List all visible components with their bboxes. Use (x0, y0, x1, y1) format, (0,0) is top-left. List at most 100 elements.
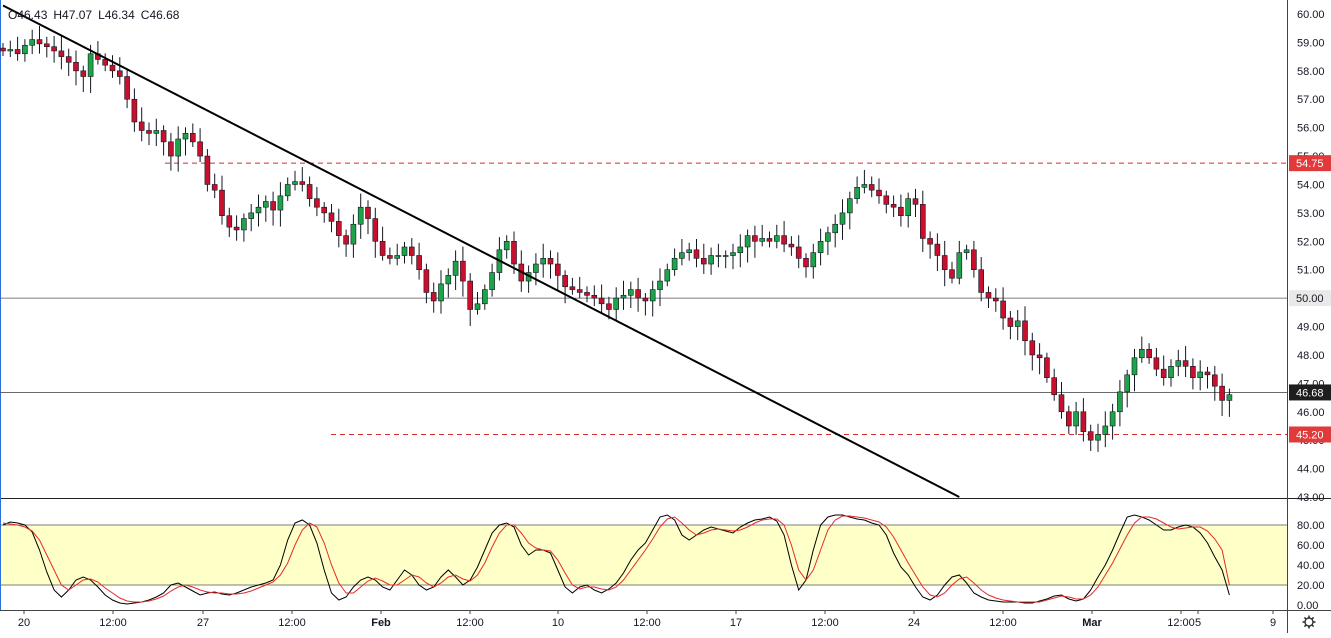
candle-body (657, 280, 663, 290)
candle-body (744, 235, 751, 248)
settings-gear-icon-tooth (1311, 616, 1315, 620)
price-tick-label: 58.00 (1297, 66, 1325, 78)
candle (649, 280, 656, 317)
price-label-text: 50.00 (1296, 293, 1324, 305)
candle-body (554, 263, 561, 276)
candle-body (985, 292, 992, 299)
time-tick-label: 17 (730, 617, 742, 629)
candle-body (730, 252, 736, 256)
candle (146, 122, 152, 146)
candle-body (1168, 366, 1174, 378)
price-tick-label: 46.00 (1297, 407, 1325, 419)
candle-body (445, 275, 452, 285)
candle (350, 214, 357, 258)
candle (1197, 360, 1203, 391)
candle (963, 244, 970, 260)
candle-body (781, 235, 787, 245)
candle-body (810, 252, 817, 268)
candle (613, 287, 620, 321)
candle-body (671, 258, 678, 271)
candle (554, 252, 561, 291)
candle (1139, 336, 1145, 363)
time-tick-label: 5 (1195, 617, 1201, 629)
candle-body (664, 269, 671, 282)
candle-body (613, 297, 620, 310)
candle-body (1109, 411, 1116, 427)
candle-body (591, 294, 598, 299)
candle (80, 65, 87, 93)
candle-body (912, 198, 919, 205)
candle-body (372, 218, 379, 242)
candle (1044, 352, 1050, 383)
time-tick-label: Feb (371, 617, 391, 629)
candle (1212, 365, 1218, 401)
candle-body (160, 130, 167, 143)
candle-body (956, 252, 963, 279)
candle (248, 203, 254, 232)
candle-body (1204, 371, 1211, 376)
candle (58, 36, 65, 70)
candle (1087, 424, 1094, 451)
candle (839, 199, 846, 240)
candle (299, 167, 306, 192)
candle (1153, 347, 1160, 377)
candle (65, 48, 72, 76)
ohlc-open: O46.43 (8, 8, 48, 22)
candle-body (978, 269, 985, 293)
candle-body (708, 255, 714, 265)
candle-body (1044, 357, 1050, 378)
candle (408, 238, 415, 265)
candle (591, 285, 598, 307)
candle (679, 239, 685, 266)
stoch-tick-label: 20.00 (1297, 580, 1325, 592)
candle-body (752, 235, 758, 242)
candle (102, 53, 108, 72)
time-tick-label: 9 (1270, 617, 1276, 629)
candle-body (1139, 348, 1145, 359)
price-tick-label: 43.00 (1297, 492, 1325, 504)
candle (270, 191, 276, 226)
candle (357, 193, 364, 239)
candle-body (1073, 411, 1079, 427)
candle (1117, 380, 1123, 427)
candle-body (168, 141, 174, 157)
candle-body (248, 212, 254, 219)
candle-body (737, 246, 744, 253)
candle-body (905, 198, 912, 217)
candle-body (927, 238, 933, 245)
candle (255, 194, 262, 227)
candle-body (788, 243, 795, 248)
candle-body (80, 70, 87, 77)
candle (1102, 411, 1109, 448)
candle (445, 268, 452, 298)
candle-body (131, 98, 138, 123)
candle (715, 243, 722, 268)
candle-body (715, 255, 722, 257)
candle (22, 39, 28, 62)
candle (1131, 348, 1138, 392)
candle-body (452, 260, 459, 276)
candle-body (204, 155, 211, 185)
candle (773, 224, 780, 249)
candle-body (401, 246, 408, 256)
candle-body (109, 64, 116, 72)
candle (481, 284, 488, 310)
candle-body (430, 292, 437, 302)
price-label-box (1289, 384, 1331, 401)
candle-body (1182, 360, 1189, 367)
candle (919, 190, 926, 253)
time-tick-label: 10 (552, 617, 564, 629)
candle-body (138, 121, 145, 131)
candle (153, 118, 160, 147)
candle-body (511, 240, 517, 265)
candle-body (700, 258, 707, 265)
candle (335, 208, 342, 248)
candle (795, 235, 802, 269)
candle (700, 243, 707, 274)
price-label-box (1289, 290, 1331, 307)
candle-body (1160, 368, 1167, 378)
candle (1095, 423, 1101, 452)
candle (438, 270, 444, 314)
